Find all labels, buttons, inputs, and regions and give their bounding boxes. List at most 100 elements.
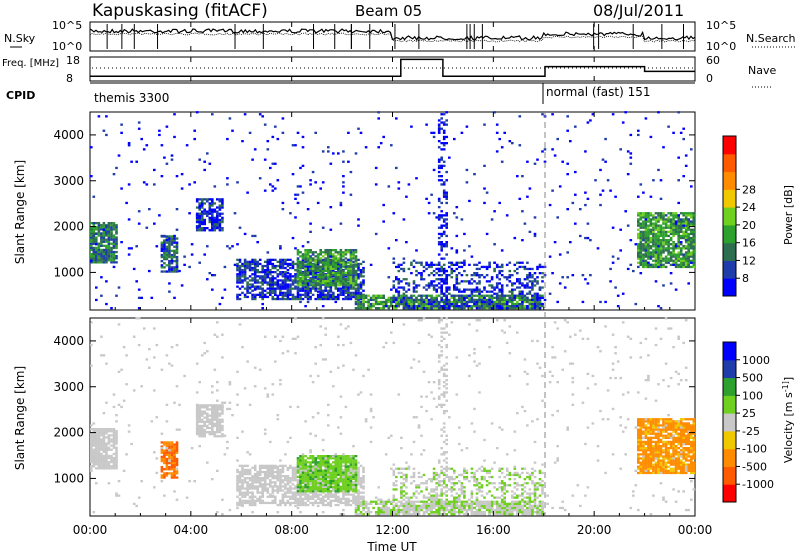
data-cell <box>574 170 577 174</box>
data-cell <box>165 251 169 255</box>
data-cell <box>95 463 98 466</box>
data-cell <box>440 247 443 250</box>
data-cell <box>309 230 312 233</box>
data-cell <box>677 218 680 221</box>
data-cell <box>299 470 302 474</box>
data-cell <box>465 302 469 306</box>
data-cell <box>238 489 242 492</box>
data-cell <box>211 222 214 226</box>
data-cell <box>533 307 537 310</box>
data-cell <box>105 454 108 458</box>
data-cell <box>206 404 209 407</box>
data-cell <box>442 142 446 145</box>
data-cell <box>316 273 320 277</box>
data-cell <box>362 466 365 469</box>
data-cell <box>304 465 307 468</box>
data-cell <box>316 493 320 496</box>
data-cell <box>674 253 678 256</box>
data-cell <box>218 424 222 428</box>
data-cell <box>417 305 421 308</box>
data-cell <box>652 239 655 242</box>
data-cell <box>120 131 123 134</box>
data-cell <box>437 261 441 264</box>
data-cell <box>105 255 108 258</box>
data-cell <box>127 218 131 221</box>
data-cell <box>357 468 360 472</box>
data-cell <box>170 241 174 244</box>
data-cell <box>311 490 315 493</box>
data-cell <box>412 265 416 269</box>
data-cell <box>629 152 633 155</box>
data-cell <box>256 269 259 272</box>
data-cell <box>349 271 353 274</box>
data-cell <box>662 247 665 250</box>
data-cell <box>261 277 264 280</box>
data-cell <box>299 495 302 498</box>
data-cell <box>281 297 285 301</box>
data-cell <box>601 189 605 192</box>
data-cell <box>195 410 199 413</box>
data-cell <box>311 251 315 254</box>
data-cell <box>163 472 166 475</box>
data-cell <box>286 283 290 286</box>
data-cell <box>256 491 259 494</box>
data-cell <box>160 266 164 269</box>
data-cell <box>342 277 345 281</box>
data-cell <box>659 251 663 254</box>
data-cell <box>485 280 489 283</box>
data-cell <box>248 279 252 282</box>
data-cell <box>324 503 327 507</box>
data-cell <box>473 298 476 302</box>
data-cell <box>518 298 522 302</box>
data-cell <box>105 465 108 468</box>
data-cell <box>311 477 315 480</box>
data-cell <box>243 470 247 474</box>
data-cell <box>218 227 222 230</box>
data-cell <box>359 296 363 299</box>
data-cell <box>677 228 680 231</box>
data-cell <box>440 216 443 219</box>
data-cell <box>339 291 343 294</box>
data-cell <box>637 261 640 264</box>
data-cell <box>437 160 441 163</box>
data-cell <box>236 285 239 288</box>
data-cell <box>279 260 282 263</box>
data-cell <box>301 265 305 268</box>
data-cell <box>639 230 643 233</box>
data-cell <box>107 232 111 235</box>
data-cell <box>100 242 103 245</box>
data-cell <box>659 179 663 182</box>
data-cell <box>445 218 448 221</box>
data-cell <box>115 236 118 239</box>
data-cell <box>236 264 239 268</box>
data-cell <box>314 181 317 184</box>
data-cell <box>478 292 481 295</box>
data-cell <box>107 236 111 239</box>
data-cell <box>269 470 272 474</box>
data-cell <box>213 274 217 277</box>
data-cell <box>440 274 443 277</box>
data-cell <box>211 274 214 277</box>
data-cell <box>440 249 443 252</box>
data-cell <box>107 257 111 260</box>
data-cell <box>168 472 171 475</box>
data-cell <box>311 273 315 277</box>
data-cell <box>644 234 648 238</box>
data-cell <box>644 220 648 223</box>
data-cell <box>339 261 343 264</box>
data-cell <box>238 475 242 478</box>
freq-label: Freq. [MHz] <box>2 58 59 69</box>
data-cell <box>170 466 174 469</box>
data-cell <box>173 443 176 446</box>
data-cell <box>692 261 696 264</box>
data-cell <box>251 158 254 161</box>
data-cell <box>180 284 184 287</box>
data-cell <box>95 454 98 458</box>
data-cell <box>364 294 368 297</box>
data-cell <box>160 449 164 452</box>
data-cell <box>115 465 118 468</box>
data-cell <box>334 263 338 266</box>
data-cell <box>316 201 320 205</box>
data-cell <box>352 284 355 287</box>
data-cell <box>198 410 201 413</box>
